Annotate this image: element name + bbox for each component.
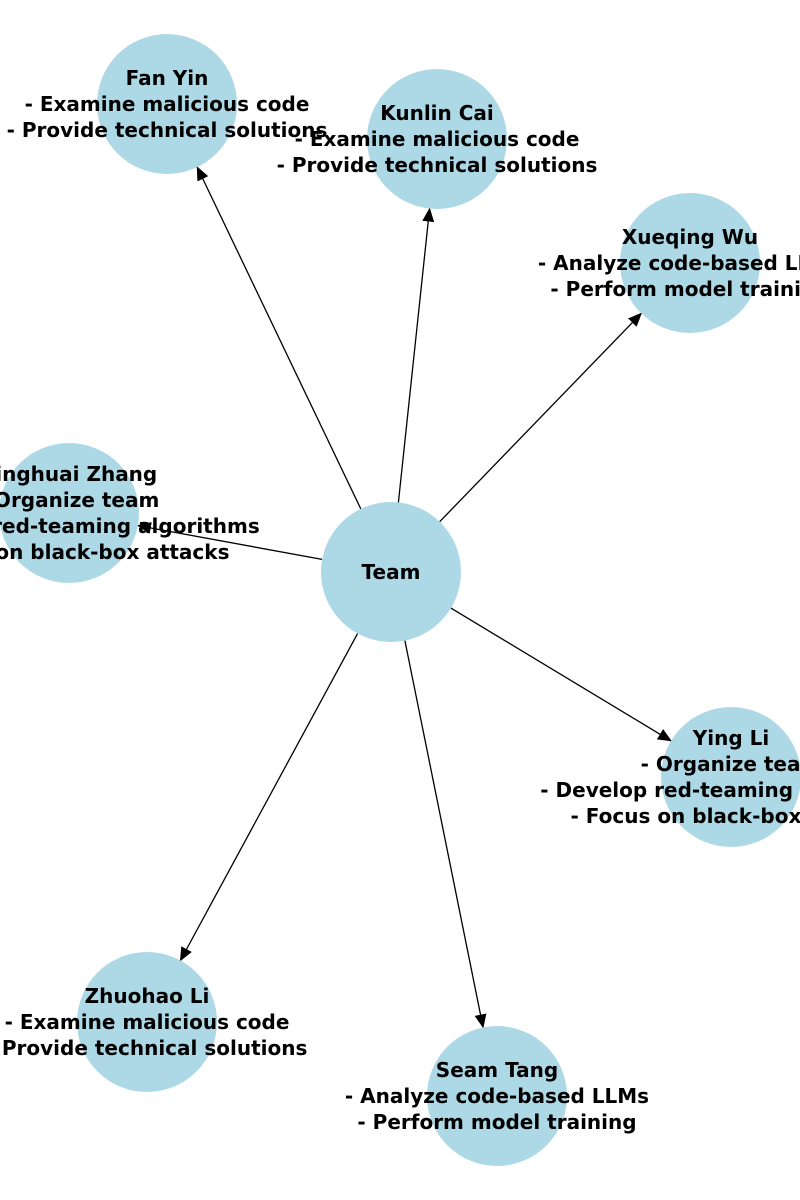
node-label-fan-yin-line-0: Fan Yin <box>126 66 209 90</box>
edges <box>136 166 672 1029</box>
node-label-yinghuai-zhang-line-0: Yinghuai Zhang <box>0 462 157 486</box>
edge-team-to-ying-li <box>450 607 672 742</box>
node-fan-yin <box>97 34 237 174</box>
node-label-seam-tang-line-2: - Perform model training <box>357 1110 636 1134</box>
node-label-xueqing-wu-line-0: Xueqing Wu <box>622 225 758 249</box>
node-label-yinghuai-zhang-line-2: - Develop red-teaming algorithms <box>0 514 260 538</box>
edge-team-to-seam-tang <box>404 640 487 1029</box>
edge-team-to-fan-yin <box>196 166 362 510</box>
edge-team-to-zhuohao-li <box>179 633 359 962</box>
node-label-xueqing-wu-line-1: - Analyze code-based LLMs <box>538 251 800 275</box>
node-label-team-line-0: Team <box>362 560 421 584</box>
node-label-zhuohao-li-line-0: Zhuohao Li <box>85 984 210 1008</box>
node-ying-li <box>661 707 800 847</box>
node-team <box>321 502 461 642</box>
node-label-fan-yin-line-2: - Provide technical solutions <box>7 118 328 142</box>
node-label-fan-yin-line-1: - Examine malicious code <box>25 92 310 116</box>
edge-team-to-kunlin-cai <box>397 207 435 503</box>
edge-team-to-xueqing-wu <box>439 312 642 523</box>
node-label-yinghuai-zhang-line-1: - Organize team <box>0 488 159 512</box>
node-label-ying-li-line-3: - Focus on black-box attacks <box>571 804 800 828</box>
node-label-kunlin-cai-line-1: - Examine malicious code <box>295 127 580 151</box>
node-label-kunlin-cai-line-0: Kunlin Cai <box>380 101 494 125</box>
node-seam-tang <box>427 1026 567 1166</box>
node-label-zhuohao-li-line-2: - Provide technical solutions <box>0 1036 307 1060</box>
node-label-ying-li-line-2: - Develop red-teaming algorithms <box>540 778 800 802</box>
node-label-seam-tang-line-0: Seam Tang <box>436 1058 558 1082</box>
edge-team-to-yinghuai-zhang <box>136 522 323 561</box>
node-yinghuai-zhang <box>0 443 139 583</box>
node-label-ying-li-line-1: - Organize team <box>641 752 800 776</box>
node-label-zhuohao-li-line-1: - Examine malicious code <box>5 1010 290 1034</box>
node-label-xueqing-wu-line-2: - Perform model training <box>550 277 800 301</box>
node-xueqing-wu <box>620 193 760 333</box>
node-label-yinghuai-zhang-line-3: - Focus on black-box attacks <box>0 540 229 564</box>
nodes <box>0 34 800 1166</box>
node-label-seam-tang-line-1: - Analyze code-based LLMs <box>345 1084 649 1108</box>
node-label-kunlin-cai-line-2: - Provide technical solutions <box>277 153 598 177</box>
node-label-ying-li-line-0: Ying Li <box>692 726 769 750</box>
node-kunlin-cai <box>367 69 507 209</box>
node-zhuohao-li <box>77 952 217 1092</box>
